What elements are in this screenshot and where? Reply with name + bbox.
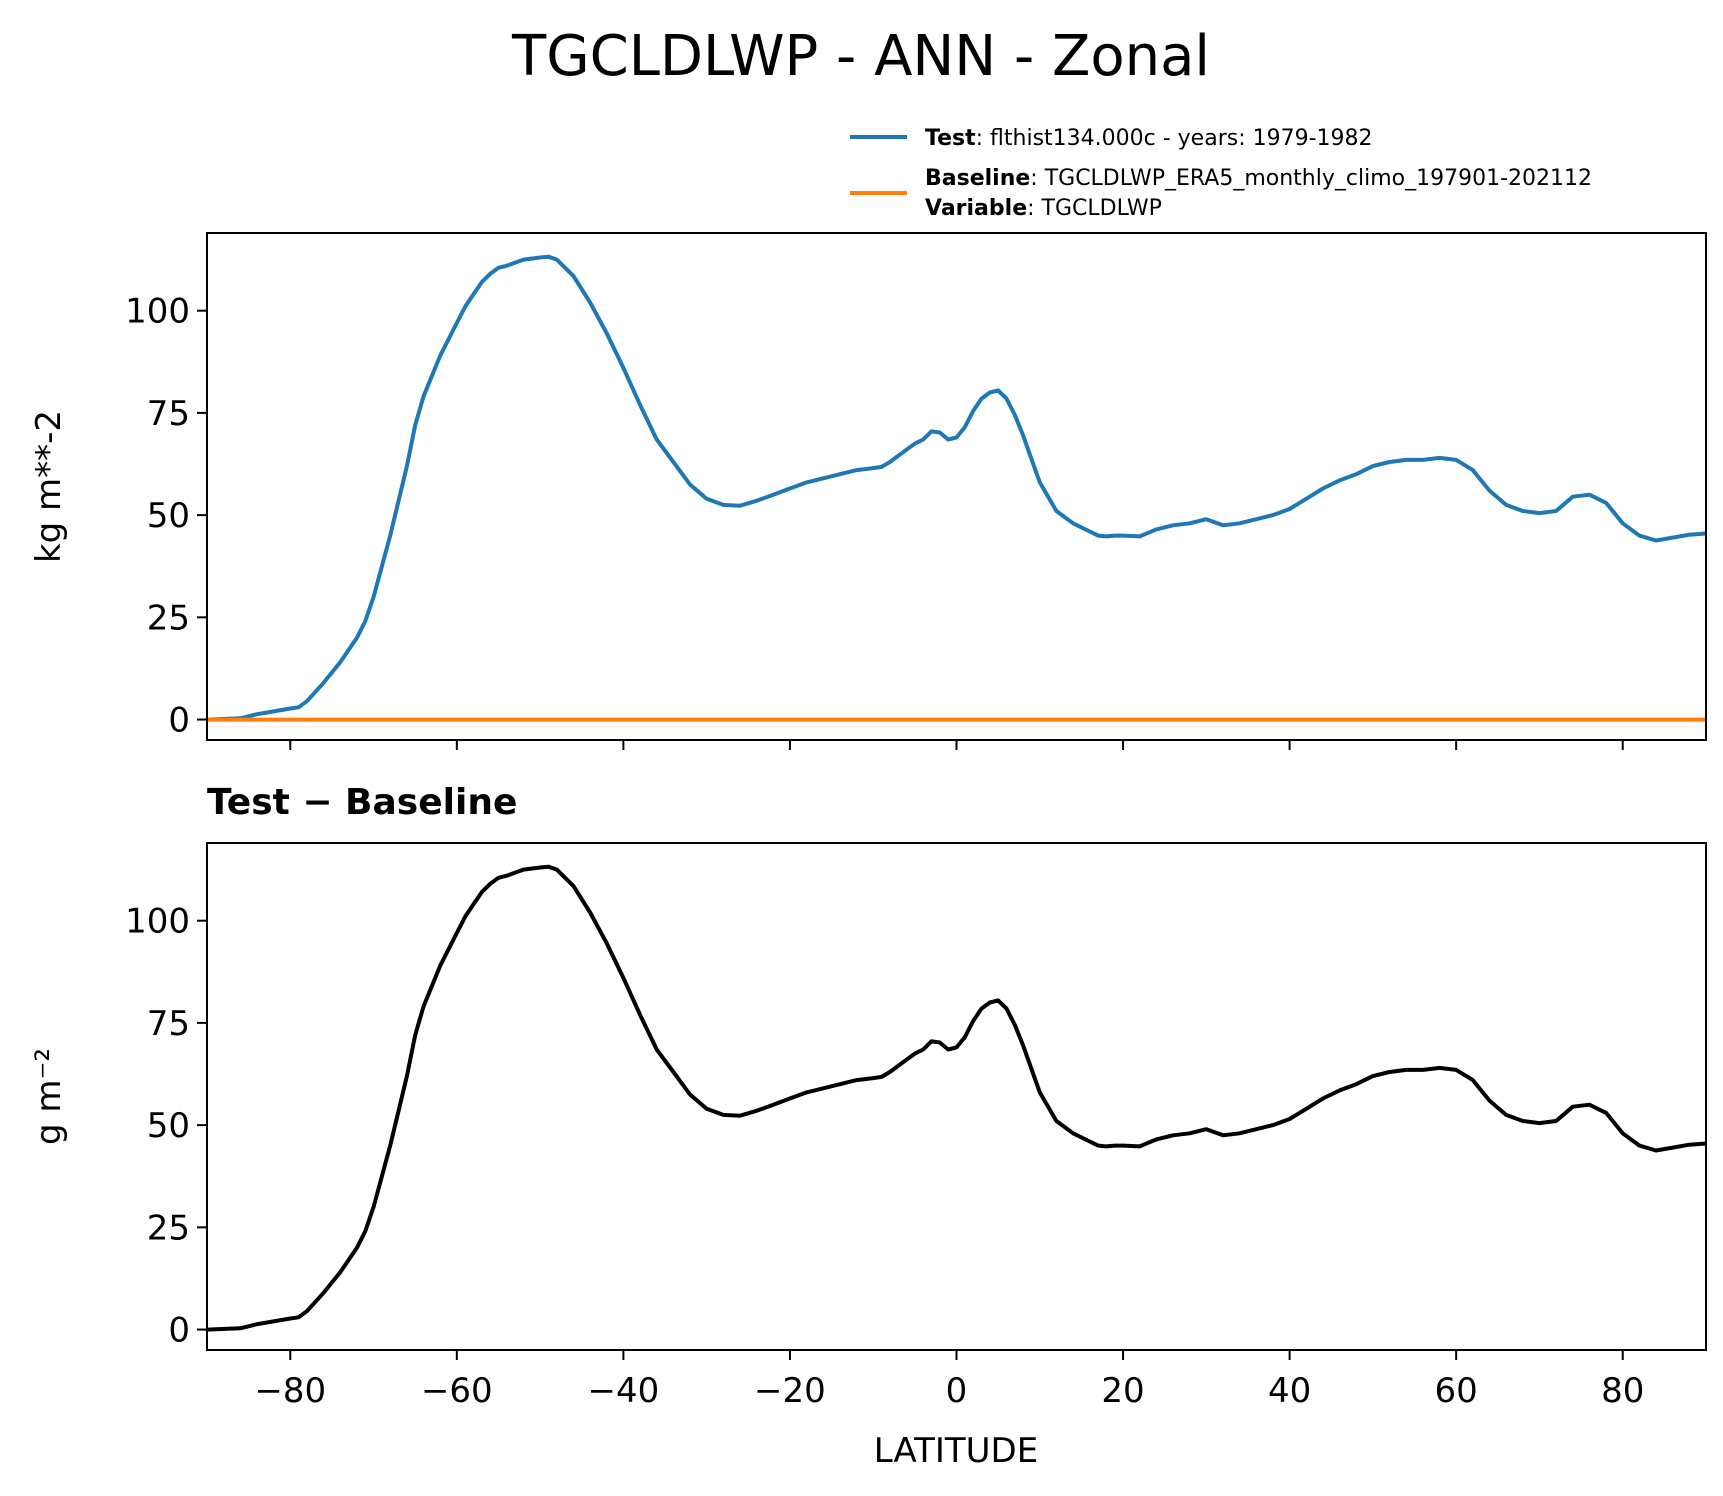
legend-variable-bold: Variable — [925, 196, 1027, 221]
top-panel-ticks: 0 25 50 75 100 — [125, 292, 1624, 750]
y-tick-label: 100 — [125, 292, 190, 332]
bottom-panel-ticks: 0 25 50 75 100 −80 −60 −40 −20 0 20 40 60 80 — [125, 902, 1644, 1411]
y-tick-label: 0 — [168, 701, 190, 741]
y-tick-label: 50 — [147, 1106, 190, 1146]
x-tick-label: 40 — [1268, 1371, 1311, 1411]
bottom-panel-title: Test − Baseline — [207, 782, 517, 823]
bottom-panel-xlabel: LATITUDE — [874, 1431, 1038, 1471]
y-tick-label: 75 — [147, 394, 190, 434]
legend-variable-text: : TGCLDLWP — [1027, 196, 1162, 221]
top-panel: 0 25 50 75 100 kg m**-2 — [29, 232, 1707, 750]
legend-baseline-bold: Baseline — [925, 166, 1030, 191]
y-tick-label: 25 — [147, 1208, 190, 1248]
top-panel-series — [207, 254, 1706, 722]
series-line-test — [207, 254, 1706, 722]
legend-entry-variable: Variable: TGCLDLWP — [925, 196, 1162, 221]
bottom-panel-ylabel: g m⁻² — [29, 1048, 69, 1145]
y-tick-label: 75 — [147, 1004, 190, 1044]
x-tick-label: −20 — [754, 1371, 826, 1411]
top-panel-frame — [206, 232, 1707, 741]
x-tick-label: −40 — [588, 1371, 660, 1411]
y-tick-label: 0 — [168, 1311, 190, 1351]
x-tick-label: 60 — [1435, 1371, 1478, 1411]
legend-test-text: : flthist134.000c - years: 1979-1982 — [976, 126, 1373, 151]
x-tick-label: 80 — [1601, 1371, 1644, 1411]
legend-entry-test: Test: flthist134.000c - years: 1979-1982 — [925, 126, 1373, 151]
x-tick-label: 0 — [946, 1371, 968, 1411]
series-line-difference — [207, 864, 1706, 1332]
x-tick-label: −80 — [254, 1371, 326, 1411]
legend-entry-baseline: Baseline: TGCLDLWP_ERA5_monthly_climo_19… — [925, 166, 1592, 191]
x-tick-label: −60 — [421, 1371, 493, 1411]
bottom-panel: Test − Baseline 0 25 50 75 100 −80 −60 −40 −20 0 2… — [29, 782, 1707, 1471]
y-tick-label: 100 — [125, 902, 190, 942]
y-tick-label: 50 — [147, 496, 190, 536]
top-panel-ylabel: kg m**-2 — [29, 410, 69, 563]
legend-test-bold: Test — [925, 126, 976, 151]
legend-baseline-text: : TGCLDLWP_ERA5_monthly_climo_197901-202… — [1030, 166, 1592, 191]
legend: Test: flthist134.000c - years: 1979-1982… — [850, 126, 1592, 221]
figure-title: TGCLDLWP - ANN - Zonal — [511, 24, 1210, 89]
bottom-panel-frame — [206, 842, 1707, 1351]
y-tick-label: 25 — [147, 598, 190, 638]
bottom-panel-series — [207, 864, 1706, 1332]
x-tick-label: 20 — [1101, 1371, 1144, 1411]
